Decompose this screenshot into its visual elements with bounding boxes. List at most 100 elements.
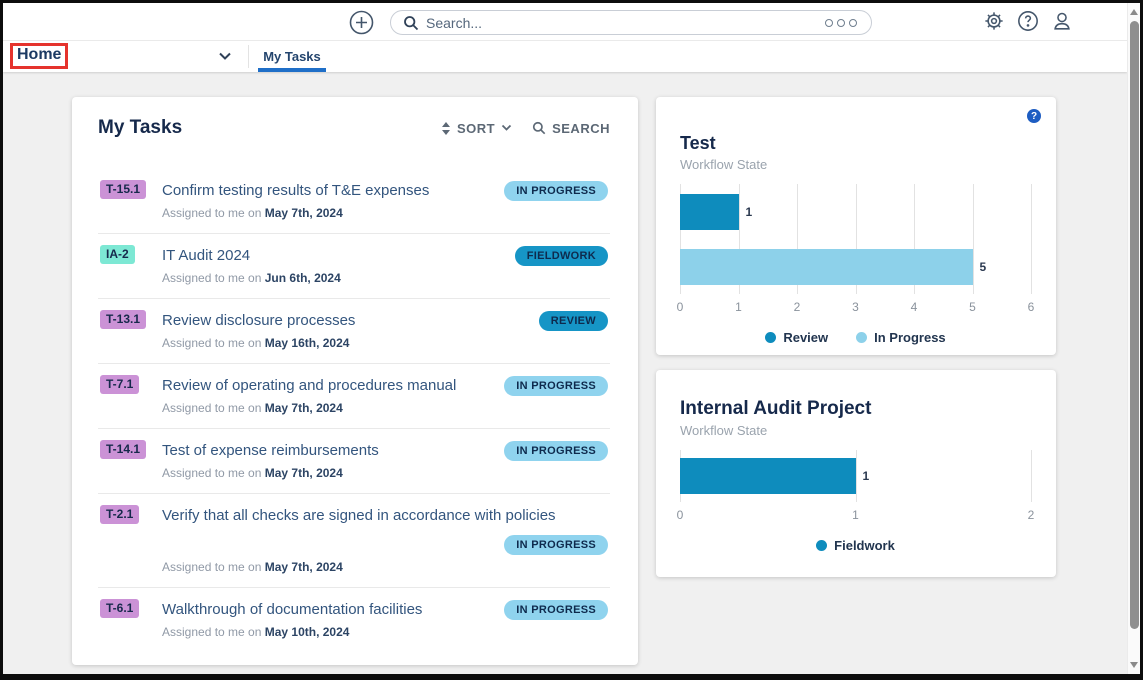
- chart-subtitle: Workflow State: [680, 423, 768, 438]
- gridline: [914, 184, 915, 294]
- vertical-scrollbar[interactable]: [1127, 3, 1140, 674]
- scroll-up-arrow[interactable]: [1130, 9, 1138, 15]
- status-badge: IN PROGRESS: [504, 181, 608, 201]
- help-icon: [1018, 11, 1038, 31]
- task-title[interactable]: Confirm testing results of T&E expenses: [162, 182, 430, 199]
- gridline: [972, 184, 974, 294]
- tasks-panel-title: My Tasks: [98, 117, 183, 138]
- chart-x-axis: 0 1 2: [677, 508, 1035, 524]
- task-assigned-date: Assigned to me on May 7th, 2024: [162, 206, 608, 220]
- assigned-prefix: Assigned to me on: [162, 560, 265, 574]
- bar-in-progress[interactable]: [680, 248, 973, 285]
- task-title[interactable]: Review of operating and procedures manua…: [162, 377, 457, 394]
- sort-icon: [441, 121, 450, 135]
- chart-title: Internal Audit Project: [680, 398, 872, 419]
- chart-help-icon[interactable]: ?: [1027, 109, 1041, 123]
- task-main: Review of operating and procedures manua…: [162, 375, 608, 415]
- task-main: IT Audit 2024 FIELDWORK Assigned to me on …: [162, 245, 608, 285]
- task-badge-column: T-15.1: [100, 180, 162, 220]
- task-row[interactable]: T-14.1 Test of expense reimbursements IN P…: [98, 429, 610, 494]
- task-badge-column: T-13.1: [100, 310, 162, 350]
- help-button[interactable]: [1017, 10, 1039, 32]
- ellipsis-icon[interactable]: [825, 18, 857, 27]
- axis-tick-label: 1: [852, 508, 859, 522]
- status-badge-line: IN PROGRESS: [162, 534, 608, 555]
- task-row[interactable]: T-6.1 Walkthrough of documentation facili…: [98, 588, 610, 652]
- legend-item-in-progress[interactable]: In Progress: [856, 330, 946, 345]
- task-title[interactable]: Test of expense reimbursements: [162, 442, 379, 459]
- axis-tick-label: 1: [735, 300, 742, 314]
- global-search-bar[interactable]: [390, 10, 872, 35]
- assigned-date: May 7th, 2024: [264, 560, 343, 574]
- scrollbar-thumb[interactable]: [1129, 21, 1139, 629]
- task-title-line: Verify that all checks are signed in acc…: [162, 505, 608, 526]
- gear-icon: [985, 12, 1003, 30]
- task-badge-column: T-2.1: [100, 505, 162, 574]
- chart-subtitle: Workflow State: [680, 157, 768, 172]
- task-list: T-15.1 Confirm testing results of T&E exp…: [98, 169, 610, 652]
- task-title[interactable]: Walkthrough of documentation facilities: [162, 601, 423, 618]
- axis-tick-label: 0: [676, 300, 684, 314]
- task-row[interactable]: IA-2 IT Audit 2024 FIELDWORK Assigned to me…: [98, 234, 610, 299]
- create-button[interactable]: [349, 10, 374, 35]
- task-id-badge: T-14.1: [100, 440, 147, 459]
- assigned-prefix: Assigned to me on: [162, 336, 265, 350]
- search-input[interactable]: [426, 14, 825, 31]
- user-menu-button[interactable]: [1051, 10, 1073, 32]
- bar-value-label: 1: [745, 204, 753, 219]
- settings-button[interactable]: [983, 10, 1005, 32]
- bar-row-in-progress: 5: [680, 239, 1031, 294]
- status-badge: REVIEW: [538, 311, 608, 331]
- task-main: Confirm testing results of T&E expenses I…: [162, 180, 608, 220]
- task-badge-column: T-7.1: [100, 375, 162, 415]
- status-badge: IN PROGRESS: [504, 600, 608, 620]
- search-icon: [404, 15, 419, 30]
- chevron-down-icon: [501, 124, 512, 131]
- axis-tick-label: 5: [969, 300, 976, 314]
- task-row[interactable]: T-7.1 Review of operating and procedures …: [98, 364, 610, 429]
- gridline: [855, 184, 857, 294]
- task-id-badge: T-2.1: [100, 505, 140, 524]
- legend-dot: [856, 332, 868, 343]
- bar-row-fieldwork: 1: [680, 450, 1031, 502]
- task-title-line: Review disclosure processes REVIEW: [162, 310, 608, 331]
- gridline: [797, 184, 798, 294]
- assigned-prefix: Assigned to me on: [162, 401, 265, 415]
- task-row[interactable]: T-13.1 Review disclosure processes REVIEW A…: [98, 299, 610, 364]
- task-title[interactable]: Verify that all checks are signed in acc…: [162, 507, 556, 524]
- gridline: [738, 184, 740, 294]
- sort-button[interactable]: SORT: [441, 121, 512, 136]
- nav-divider: [248, 45, 249, 68]
- bar-fieldwork[interactable]: [680, 458, 856, 494]
- chart-title: Test: [680, 133, 716, 153]
- status-badge: IN PROGRESS: [504, 441, 608, 461]
- task-assigned-date: Assigned to me on May 7th, 2024: [162, 401, 608, 415]
- task-row[interactable]: T-15.1 Confirm testing results of T&E exp…: [98, 169, 610, 234]
- task-assigned-date: Assigned to me on May 10th, 2024: [162, 625, 608, 639]
- task-row[interactable]: T-2.1 Verify that all checks are signed i…: [98, 494, 610, 588]
- task-badge-column: T-14.1: [100, 440, 162, 480]
- assigned-prefix: Assigned to me on: [162, 206, 265, 220]
- task-title[interactable]: IT Audit 2024: [162, 247, 251, 264]
- home-dropdown[interactable]: Home: [3, 41, 247, 72]
- chart-x-axis: 0 1 2 3 4 5 6: [676, 300, 1035, 316]
- sort-label: SORT: [456, 120, 496, 136]
- gridline: [1031, 450, 1032, 502]
- task-id-badge: T-13.1: [100, 310, 147, 329]
- bar-review[interactable]: [680, 193, 739, 230]
- legend-item-review[interactable]: Review: [765, 330, 828, 345]
- legend-dot: [765, 332, 777, 343]
- scroll-down-arrow[interactable]: [1130, 662, 1138, 668]
- axis-tick-label: 3: [852, 300, 859, 314]
- axis-tick-label: 6: [1027, 300, 1035, 314]
- nav-bar: Home My Tasks: [3, 41, 1127, 72]
- gridline: [680, 184, 681, 294]
- top-bar: [3, 3, 1127, 41]
- tab-my-tasks[interactable]: My Tasks: [258, 41, 326, 72]
- legend-item-fieldwork[interactable]: Fieldwork: [816, 538, 895, 553]
- task-title[interactable]: Review disclosure processes: [162, 312, 356, 329]
- search-tasks-button[interactable]: SEARCH: [532, 121, 610, 136]
- bar-value-label: 1: [862, 469, 870, 483]
- task-id-badge: T-15.1: [100, 180, 147, 199]
